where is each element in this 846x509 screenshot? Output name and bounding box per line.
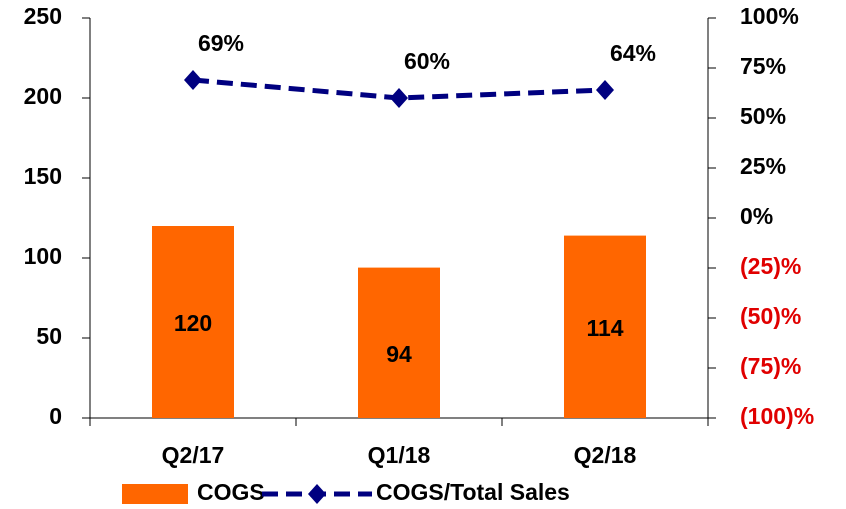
y2-tick-label: (100)% — [740, 403, 814, 429]
bar-value-label: 114 — [586, 315, 623, 341]
y-tick-label: 50 — [36, 323, 62, 349]
bar-value-label: 94 — [386, 341, 412, 367]
y-tick-label: 200 — [24, 83, 62, 109]
line-marker — [390, 88, 408, 108]
y2-tick-label: 25% — [740, 153, 786, 179]
legend-swatch — [122, 484, 188, 504]
x-tick-label: Q2/17 — [162, 442, 225, 468]
bar — [152, 226, 234, 418]
y-tick-label: 0 — [49, 403, 62, 429]
legend-label: COGS/Total Sales — [376, 479, 570, 505]
bar — [564, 235, 646, 418]
line-value-label: 69% — [198, 30, 244, 56]
bar — [358, 267, 440, 418]
y2-tick-label: (75)% — [740, 353, 801, 379]
y-tick-label: 250 — [24, 3, 62, 29]
y2-tick-label: 0% — [740, 203, 773, 229]
x-tick-label: Q1/18 — [368, 442, 431, 468]
legend-label: COGS — [197, 479, 265, 505]
line-value-label: 60% — [404, 48, 450, 74]
y2-tick-label: 75% — [740, 53, 786, 79]
y2-tick-label: 50% — [740, 103, 786, 129]
y2-tick-label: 100% — [740, 3, 799, 29]
y-tick-label: 100 — [24, 243, 62, 269]
line-marker — [596, 80, 614, 100]
line-value-label: 64% — [610, 40, 656, 66]
x-tick-label: Q2/18 — [574, 442, 637, 468]
y2-tick-label: (50)% — [740, 303, 801, 329]
bar-value-label: 120 — [174, 310, 212, 336]
legend-marker — [308, 484, 326, 504]
line-marker — [184, 70, 202, 90]
y2-tick-label: (25)% — [740, 253, 801, 279]
y-tick-label: 150 — [24, 163, 62, 189]
